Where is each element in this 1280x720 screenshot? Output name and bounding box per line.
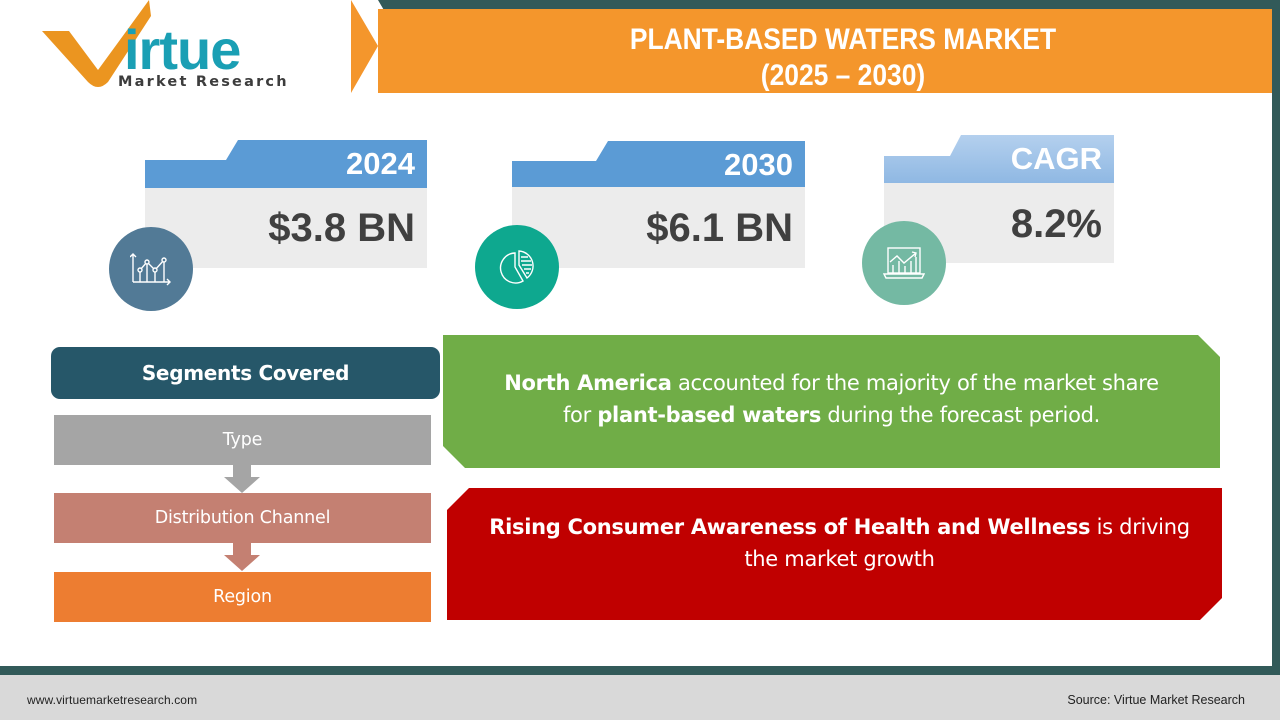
insight-text: North America accounted for the majority… bbox=[504, 371, 1159, 427]
card-tab-shape bbox=[145, 140, 427, 188]
stat-body bbox=[145, 188, 427, 268]
segments-covered-header: Segments Covered bbox=[51, 347, 440, 399]
arrow-down-icon bbox=[224, 465, 260, 493]
insight-north-america: North America accounted for the majority… bbox=[443, 335, 1220, 468]
line-chart-icon bbox=[130, 253, 171, 286]
stat-card-2024: 2024 $3.8 BN bbox=[145, 140, 427, 270]
stat-label: 2030 bbox=[724, 147, 793, 182]
segment-region: Region bbox=[54, 572, 431, 622]
card-tab-shape bbox=[512, 141, 805, 187]
laptop-growth-chart-icon-circle bbox=[862, 221, 946, 305]
card-tab-shape bbox=[884, 135, 1114, 183]
logo-wordmark: irtue bbox=[124, 18, 241, 81]
green-box-shape bbox=[443, 335, 1220, 468]
segment-type: Type bbox=[54, 415, 431, 465]
stat-card-2030: 2030 $6.1 BN bbox=[512, 141, 805, 269]
insight-growth-driver: Rising Consumer Awareness of Health and … bbox=[447, 488, 1222, 620]
stat-label: 2024 bbox=[346, 146, 415, 181]
pie-chart-icon-circle bbox=[475, 225, 559, 309]
right-frame-border bbox=[1272, 0, 1280, 670]
laptop-growth-chart-icon bbox=[883, 247, 925, 279]
source-credit: Source: Virtue Market Research bbox=[1067, 693, 1245, 707]
page-title: PLANT-BASED WATERS MARKET (2025 – 2030) bbox=[434, 22, 1252, 94]
top-frame-strip bbox=[378, 0, 1280, 9]
title-line-2: (2025 – 2030) bbox=[760, 59, 926, 92]
website-link[interactable]: www.virtuemarketresearch.com bbox=[27, 693, 198, 707]
stat-value: $3.8 BN bbox=[268, 206, 415, 250]
logo-subtitle: Market Research bbox=[118, 74, 289, 90]
insight-text: Rising Consumer Awareness of Health and … bbox=[489, 515, 1190, 571]
line-chart-icon-circle bbox=[109, 227, 193, 311]
logo-v-checkmark-icon bbox=[42, 0, 151, 87]
segment-distribution-channel: Distribution Channel bbox=[54, 493, 431, 543]
pie-chart-icon bbox=[499, 250, 534, 284]
virtue-logo: irtue Market Research bbox=[36, 0, 326, 95]
stat-body bbox=[512, 187, 805, 268]
stat-value: $6.1 BN bbox=[646, 206, 793, 250]
arrow-down-icon bbox=[224, 543, 260, 571]
header-banner bbox=[378, 9, 1272, 93]
footer: www.virtuemarketresearch.com Source: Vir… bbox=[0, 675, 1280, 720]
bottom-frame-strip bbox=[0, 666, 1280, 675]
stat-value: 8.2% bbox=[1010, 202, 1102, 246]
title-line-1: PLANT-BASED WATERS MARKET bbox=[629, 23, 1057, 56]
stat-label: CAGR bbox=[1010, 141, 1102, 176]
red-box-shape bbox=[447, 488, 1222, 620]
